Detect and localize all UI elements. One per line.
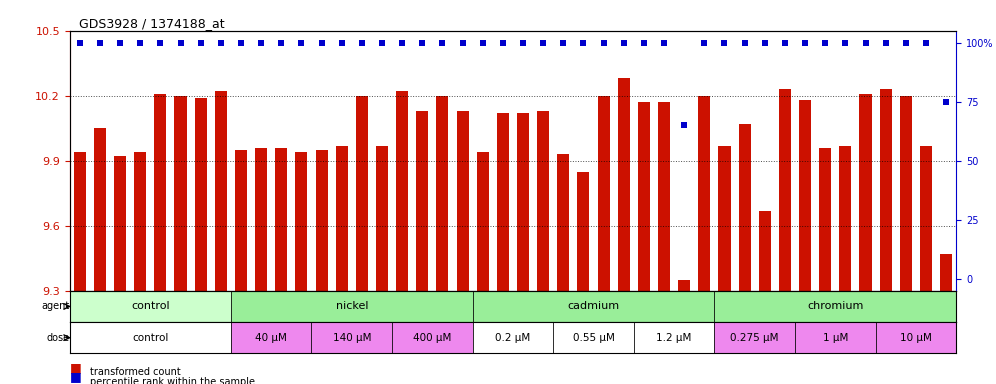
Bar: [558, 154, 570, 291]
Bar: [477, 152, 489, 291]
Bar: [174, 96, 186, 291]
Text: dose: dose: [47, 333, 70, 343]
Text: nickel: nickel: [336, 301, 368, 311]
Text: 1 μM: 1 μM: [823, 333, 848, 343]
Bar: [115, 156, 126, 291]
Bar: [473, 291, 714, 322]
Bar: [819, 148, 832, 291]
Bar: [231, 322, 312, 353]
Bar: [799, 100, 811, 291]
Bar: [598, 96, 610, 291]
Bar: [396, 91, 408, 291]
Bar: [312, 322, 392, 353]
Text: 0.2 μM: 0.2 μM: [495, 333, 531, 343]
Bar: [637, 102, 650, 291]
Bar: [94, 128, 106, 291]
Text: 400 μM: 400 μM: [413, 333, 451, 343]
Bar: [553, 322, 633, 353]
Bar: [275, 148, 287, 291]
Bar: [920, 146, 932, 291]
Text: 40 μM: 40 μM: [255, 333, 287, 343]
Bar: [392, 322, 473, 353]
Bar: [134, 152, 146, 291]
Bar: [74, 152, 86, 291]
Bar: [860, 94, 872, 291]
Bar: [633, 322, 714, 353]
Bar: [779, 89, 791, 291]
Bar: [678, 280, 690, 291]
Bar: [70, 322, 231, 353]
Text: percentile rank within the sample: percentile rank within the sample: [90, 377, 255, 384]
Bar: [759, 211, 771, 291]
Bar: [875, 322, 956, 353]
Bar: [497, 113, 509, 291]
Text: ■: ■: [70, 370, 82, 383]
Bar: [316, 150, 328, 291]
Bar: [375, 146, 388, 291]
Bar: [255, 148, 267, 291]
Text: GDS3928 / 1374188_at: GDS3928 / 1374188_at: [79, 17, 224, 30]
Bar: [739, 124, 751, 291]
Bar: [473, 322, 553, 353]
Text: control: control: [131, 301, 169, 311]
Text: transformed count: transformed count: [90, 367, 180, 377]
Text: 140 μM: 140 μM: [333, 333, 372, 343]
Bar: [336, 146, 348, 291]
Bar: [416, 111, 428, 291]
Text: 0.55 μM: 0.55 μM: [573, 333, 615, 343]
Bar: [698, 96, 710, 291]
Bar: [714, 291, 956, 322]
Bar: [879, 89, 891, 291]
Bar: [436, 96, 448, 291]
Text: 1.2 μM: 1.2 μM: [656, 333, 692, 343]
Bar: [714, 322, 795, 353]
Bar: [899, 96, 912, 291]
Bar: [456, 111, 469, 291]
Bar: [356, 96, 368, 291]
Bar: [718, 146, 730, 291]
Text: cadmium: cadmium: [568, 301, 620, 311]
Bar: [618, 78, 629, 291]
Text: 0.275 μM: 0.275 μM: [730, 333, 779, 343]
Text: agent: agent: [42, 301, 70, 311]
Bar: [795, 322, 875, 353]
Bar: [154, 94, 166, 291]
Bar: [194, 98, 207, 291]
Bar: [517, 113, 529, 291]
Bar: [70, 291, 231, 322]
Text: ■: ■: [70, 361, 82, 374]
Text: 10 μM: 10 μM: [900, 333, 932, 343]
Bar: [537, 111, 549, 291]
Bar: [658, 102, 670, 291]
Bar: [235, 150, 247, 291]
Text: chromium: chromium: [807, 301, 864, 311]
Text: control: control: [132, 333, 168, 343]
Bar: [840, 146, 852, 291]
Bar: [940, 254, 952, 291]
Bar: [215, 91, 227, 291]
Bar: [296, 152, 308, 291]
Bar: [231, 291, 473, 322]
Bar: [578, 172, 590, 291]
